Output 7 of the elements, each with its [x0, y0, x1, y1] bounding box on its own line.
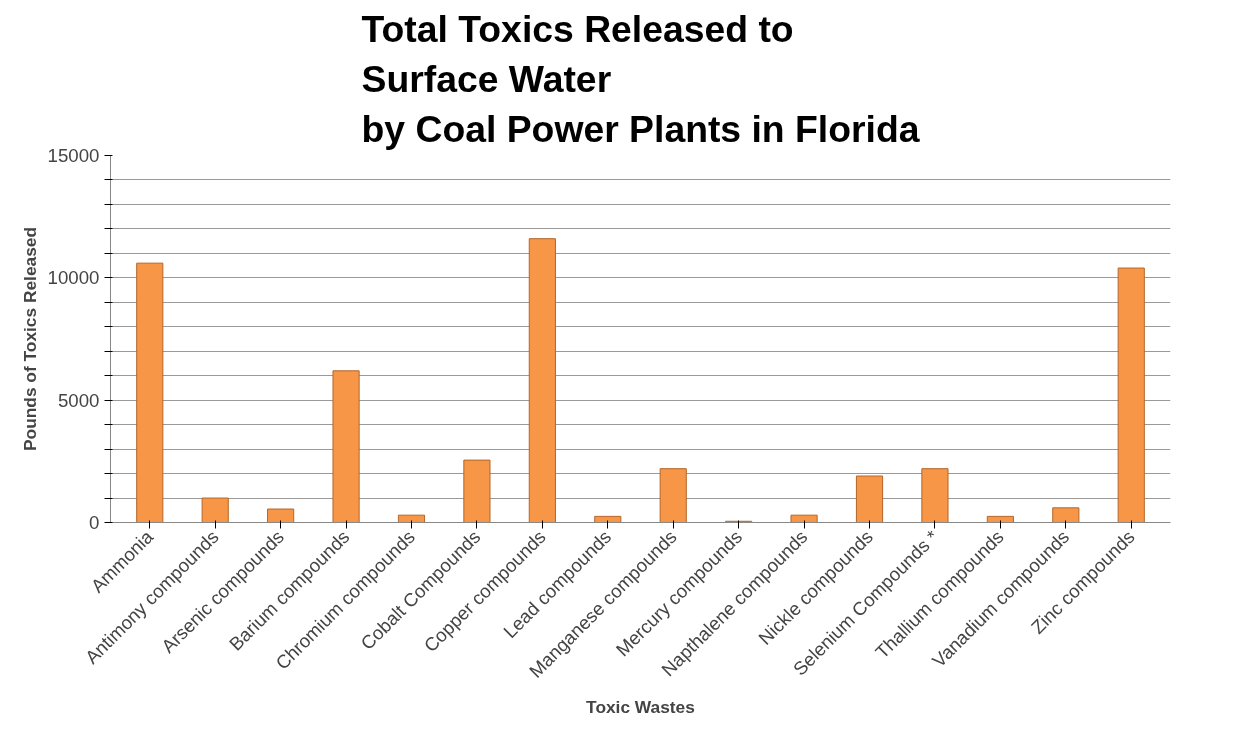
y-axis-title: Pounds of Toxics Released: [19, 226, 40, 452]
y-tick-label: 5000: [58, 389, 100, 411]
x-axis-title: Toxic Wastes: [586, 697, 695, 718]
chart-title: Total Toxics Released to Surface Water by Coal Power Plants in Florida: [361, 7, 920, 151]
y-tick-label: 0: [89, 512, 100, 533]
y-tick-label: 10000: [47, 267, 100, 289]
y-tick-label: 15000: [47, 145, 100, 166]
